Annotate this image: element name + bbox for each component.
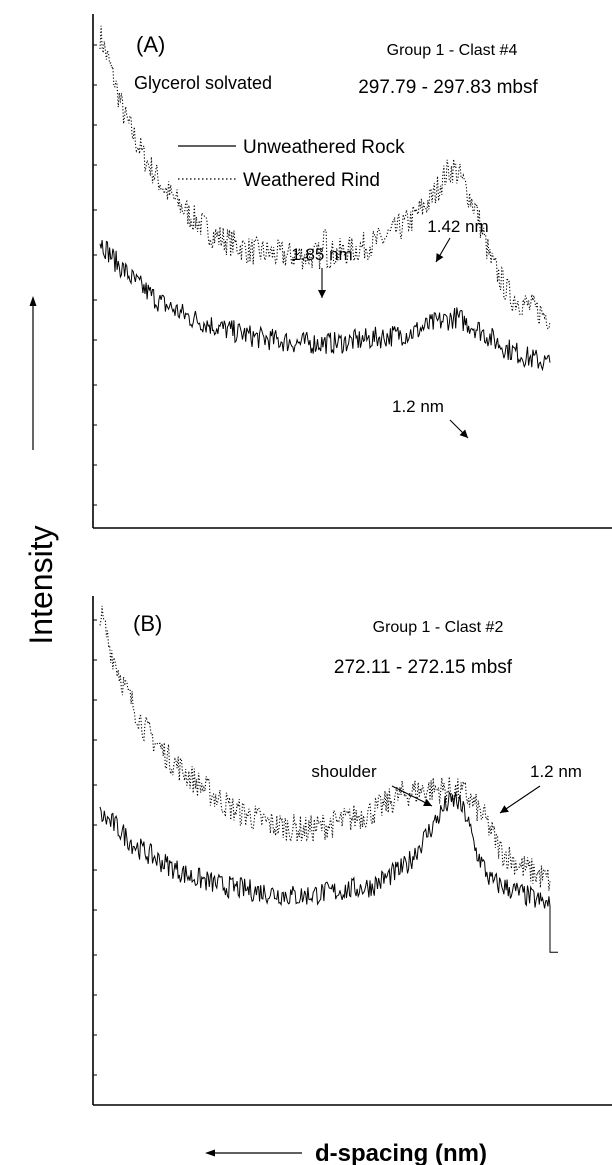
panel-b-frame (92, 596, 612, 1106)
annotation-label: 1.2 nm (392, 397, 444, 416)
legend: Unweathered Rock Weathered Rind (178, 137, 405, 191)
panel-b-annotations: shoulder 1.2 nm (311, 762, 582, 814)
annotation-arrowhead (436, 253, 444, 262)
panel-b-y-ticks (93, 619, 97, 1076)
panel-b: (B) Group 1 - Clast #2 272.11 - 272.15 m… (92, 596, 612, 1106)
panel-a-label: (A) (136, 32, 165, 57)
series-line-weathered-rind (99, 25, 551, 330)
x-axis-arrow (205, 1149, 302, 1157)
annotation-label: shoulder (311, 762, 377, 781)
panel-a-annotations: 1.85 nm 1.42 nm 1.2 nm (291, 217, 489, 439)
y-axis-label: Intensity (23, 525, 59, 644)
annotation-arrowhead (459, 429, 468, 438)
series-line-weathered-rind (99, 605, 551, 891)
annotation-label: 1.42 nm (427, 217, 488, 236)
panel-a-title: Group 1 - Clast #4 (387, 42, 518, 59)
annotation-arrowhead (500, 805, 509, 813)
panel-a-frame (92, 14, 612, 529)
panel-a-y-ticks (93, 44, 97, 506)
x-axis-label: d-spacing (nm) (315, 1140, 487, 1165)
annotation-arrow (499, 785, 541, 814)
panel-b-title: Group 1 - Clast #2 (373, 619, 504, 636)
series-line-unweathered-rock (99, 791, 558, 953)
annotation-arrowhead (423, 798, 432, 806)
annotation-arrowhead (318, 290, 326, 298)
legend-label-unweathered: Unweathered Rock (243, 137, 405, 158)
panel-a-note: Glycerol solvated (134, 73, 272, 93)
panel-b-label: (B) (133, 611, 162, 636)
annotation-label: 1.85 nm (291, 245, 352, 264)
panel-b-series (99, 605, 558, 953)
panel-b-subtitle: 272.11 - 272.15 mbsf (334, 657, 513, 678)
panel-a-subtitle: 297.79 - 297.83 mbsf (358, 77, 538, 98)
y-axis-arrow (29, 296, 37, 450)
panel-a-series (99, 25, 551, 372)
legend-label-weathered: Weathered Rind (243, 170, 380, 191)
series-line-unweathered-rock (99, 239, 551, 372)
annotation-label: 1.2 nm (530, 762, 582, 781)
panel-a: (A) Group 1 - Clast #4 297.79 - 297.83 m… (92, 14, 612, 529)
